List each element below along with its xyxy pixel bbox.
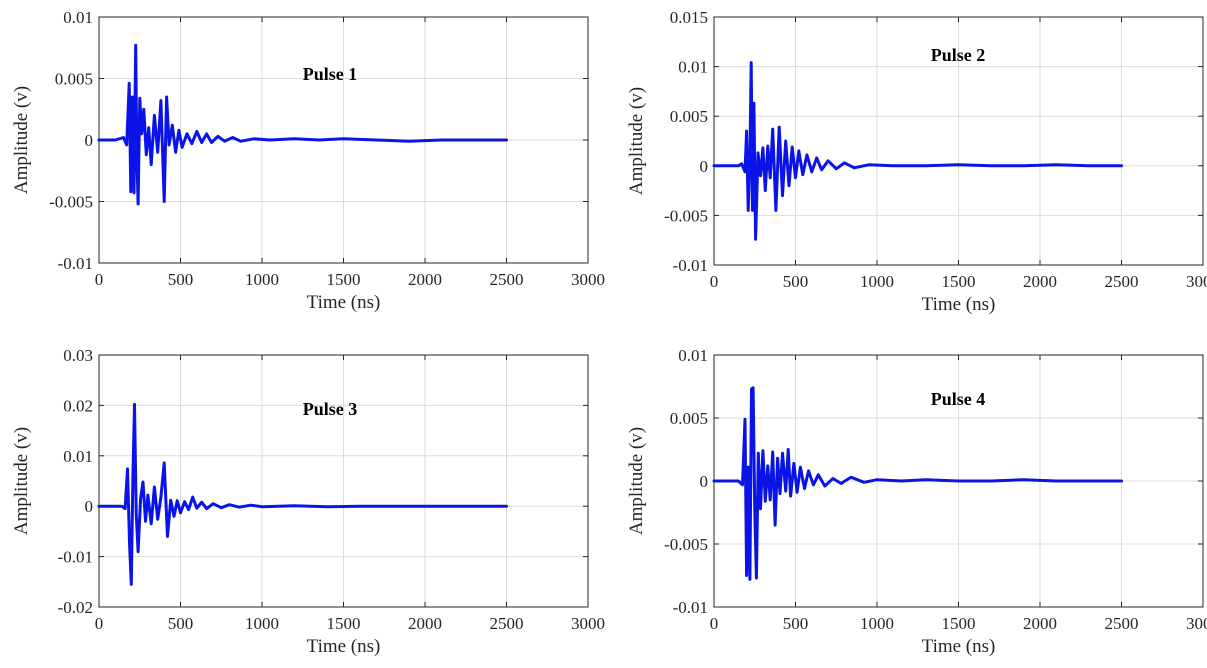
x-axis-label: Time (ns) [922,636,996,657]
axes-frame [98,354,589,608]
x-axis-label: Time (ns) [307,636,381,657]
x-tick-label: 1500 [942,614,976,633]
y-tick-label: -0.005 [664,535,708,554]
x-tick-label: 2000 [408,270,442,289]
chart-panel-3: 0 500 1000 1500 2000 2500 30000.030.020.010-0.… [11,346,605,657]
y-axis-label: Amplitude (v) [11,427,32,535]
x-tick-label: 3000 [571,614,605,633]
x-axis-label: Time (ns) [307,292,381,313]
y-tick-label: -0.01 [58,548,93,567]
x-tick-label: 500 [783,614,809,633]
y-tick-label: -0.01 [673,256,708,275]
y-tick-label: -0.005 [664,206,708,225]
x-tick-label: 1000 [245,614,279,633]
x-tick-label: 2000 [408,614,442,633]
y-tick-label: 0.01 [678,346,708,365]
axes-frame [713,16,1204,266]
x-tick-label: 1500 [942,272,976,291]
y-tick-label: 0 [85,131,94,150]
chart-panel-2: 0500100015002000250030000.0150.010.0050-… [626,8,1207,315]
y-tick-label: -0.01 [673,598,708,617]
x-tick-label: 3000 [1186,614,1207,633]
series-line-1 [97,402,508,586]
x-tick-label: 3000 [1186,272,1207,291]
x-tick-label: 500 [783,272,809,291]
series-line-1 [712,61,1123,241]
chart-title: Pulse 1 [303,64,358,84]
x-tick-label: 1500 [327,614,361,633]
x-tick-label: 2500 [490,614,524,633]
x-tick-label: 0 [710,614,719,633]
x-tick-label: 2500 [1105,614,1139,633]
x-tick-label: 2000 [1023,272,1057,291]
x-tick-label: 1000 [860,614,894,633]
series-line-1 [97,43,508,206]
y-axis-label: Amplitude (v) [626,427,647,535]
x-tick-label: 500 [168,270,194,289]
y-tick-label: 0 [700,157,709,176]
chart-title: Pulse 3 [303,399,358,419]
x-tick-label: 3000 [571,270,605,289]
y-tick-label: 0 [700,472,709,491]
x-tick-label: 1000 [860,272,894,291]
x-tick-label: 1500 [327,270,361,289]
y-tick-label: 0.015 [670,8,708,27]
x-tick-label: 500 [168,614,194,633]
y-tick-label: 0.005 [670,107,708,126]
chart-panel-4: 0 500 1000 1500 2000 2500 3000 0.01 0.005 0 -0.005… [626,346,1207,657]
chart-panel-1: 0 500 1000 1500 2000 2500 3000 0.01 0.005 0 -0.005… [11,8,605,313]
x-tick-label: 2000 [1023,614,1057,633]
x-tick-label: 2500 [1105,272,1139,291]
x-tick-label: 0 [95,270,104,289]
chart-title: Pulse 2 [931,45,986,65]
y-axis-label: Amplitude (v) [11,86,32,194]
y-tick-label: 0.02 [63,396,93,415]
y-tick-label: 0.01 [678,58,708,77]
y-tick-label: 0.01 [63,447,93,466]
x-tick-label: 1000 [245,270,279,289]
y-tick-label: 0.005 [670,409,708,428]
y-tick-label: 0.03 [63,346,93,365]
x-tick-label: 0 [710,272,719,291]
y-tick-label: 0.01 [63,8,93,27]
y-tick-label: -0.005 [49,193,93,212]
y-tick-label: -0.02 [58,598,93,617]
chart-title: Pulse 4 [931,389,986,409]
y-tick-label: 0.005 [55,70,93,89]
y-tick-label: 0 [85,497,94,516]
y-tick-label: -0.01 [58,254,93,273]
series-line-1 [712,386,1123,581]
x-tick-label: 2500 [490,270,524,289]
y-axis-label: Amplitude (v) [626,87,647,195]
x-tick-label: 0 [95,614,104,633]
x-axis-label: Time (ns) [922,294,996,315]
